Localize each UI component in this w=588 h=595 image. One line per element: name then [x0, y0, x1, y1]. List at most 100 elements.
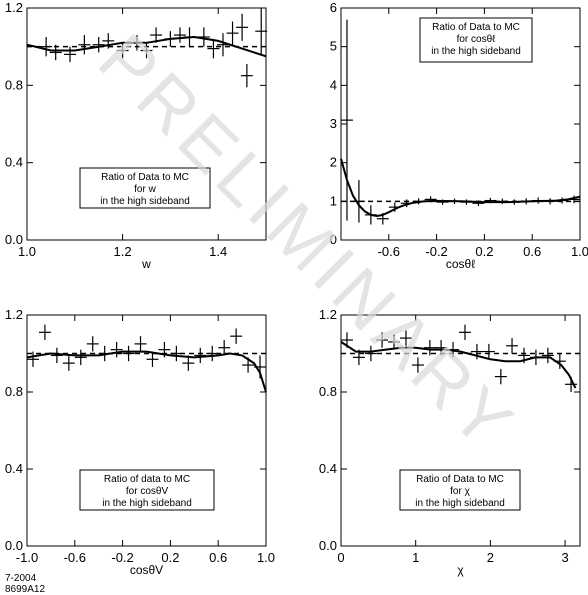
x-tick-label: -0.6: [378, 244, 400, 259]
y-tick-label: 0.0: [5, 538, 23, 553]
data-point: [206, 345, 219, 362]
annotation-line: in the high sideband: [100, 196, 190, 207]
data-point: [183, 27, 196, 47]
footer-code: 8699A12: [5, 584, 46, 595]
data-point: [388, 334, 401, 350]
data-point: [122, 345, 135, 362]
data-point: [218, 340, 231, 356]
y-tick-label: 0.0: [319, 538, 337, 553]
data-point: [207, 38, 220, 59]
data-point: [541, 347, 554, 364]
data-point: [341, 19, 353, 221]
data-point: [98, 345, 111, 362]
x-tick-label: 1.2: [114, 244, 132, 259]
data-point: [484, 197, 497, 204]
data-point: [170, 345, 183, 362]
data-point: [254, 355, 266, 379]
data-point: [388, 202, 401, 212]
data-point: [150, 27, 163, 43]
data-point: [173, 27, 186, 43]
data-point: [482, 343, 495, 360]
x-tick-label: 3: [561, 550, 568, 565]
y-tick-label: 0.4: [319, 461, 337, 476]
annotation-line: Ratio of data to MC: [104, 474, 190, 485]
x-tick-label: 2: [487, 550, 494, 565]
data-point: [400, 330, 412, 346]
data-point: [130, 35, 143, 51]
data-point: [364, 345, 377, 362]
annotation-line: for cosθV: [126, 486, 169, 497]
data-point: [217, 33, 229, 57]
watermark: PRELIMINARY: [83, 19, 530, 466]
data-point: [508, 199, 521, 205]
data-point: [158, 341, 171, 358]
data-point: [529, 349, 542, 366]
plot-frame: [340, 314, 581, 547]
data-point: [242, 357, 255, 373]
annotation-box: [79, 469, 215, 511]
x-tick-label: 1.0: [571, 244, 588, 259]
x-tick-label: 1.0: [257, 550, 275, 565]
annotation-line: for w: [134, 184, 156, 195]
y-tick-label: 0.4: [5, 461, 23, 476]
x-tick-label: 0.2: [475, 244, 493, 259]
data-point: [40, 37, 53, 57]
data-point: [460, 199, 473, 205]
data-point: [194, 347, 207, 364]
annotation-line: for χ: [450, 486, 470, 497]
data-point: [556, 197, 569, 204]
data-point: [496, 198, 509, 205]
annotation-line: in the high sideband: [102, 498, 192, 509]
x-tick-label: -0.2: [425, 244, 447, 259]
data-point: [544, 198, 557, 205]
fit-curve: [340, 158, 581, 218]
data-point: [78, 35, 91, 55]
y-tick-label: 4: [330, 77, 337, 92]
data-point: [236, 13, 249, 41]
fit-curve: [26, 350, 267, 393]
x-tick-label: 1: [412, 550, 419, 565]
data-point: [435, 340, 448, 356]
x-tick-label: -0.6: [64, 550, 86, 565]
data-point: [352, 180, 365, 223]
y-tick-label: 1.2: [5, 307, 23, 322]
fit-curve: [340, 341, 577, 389]
data-point: [532, 197, 545, 204]
x-tick-label: -0.2: [111, 550, 133, 565]
x-tick-label: 0.2: [161, 550, 179, 565]
data-point: [553, 353, 566, 369]
chart-panel-2: -0.6 -0.2 0.2 0.6 1.0 0 1 2 3 4 5 6 cosθℓ Ratio of Da…: [330, 0, 588, 271]
data-point: [255, 8, 268, 55]
x-tick-label: 1.0: [18, 244, 36, 259]
x-axis-label: w: [141, 257, 151, 271]
data-point: [568, 195, 580, 204]
y-tick-label: 1.2: [319, 307, 337, 322]
data-point: [197, 27, 210, 47]
plot-frame: [26, 314, 267, 547]
data-point: [134, 336, 147, 352]
data-point: [164, 31, 177, 47]
chart-panel-4: 0 1 2 3 0.0 0.4 0.8 1.2 χ Ratio of Data to MCfor …: [319, 307, 581, 577]
x-axis-label: cosθV: [130, 563, 163, 577]
x-tick-label: -1.0: [16, 550, 38, 565]
chart-panel-1: 1.0 1.2 1.4 0.0 0.4 0.8 1.2 w Ratio of Data to M…: [5, 0, 268, 271]
annotation-box: [79, 167, 211, 209]
x-tick-label: 0.6: [209, 550, 227, 565]
plot-frame: [26, 7, 267, 241]
annotation-box: [419, 17, 533, 63]
y-tick-label: 0: [330, 232, 337, 247]
data-point: [565, 376, 578, 392]
data-point: [146, 351, 159, 367]
x-tick-label: 1.4: [209, 244, 227, 259]
data-point: [447, 341, 460, 358]
data-point: [436, 199, 449, 205]
data-point: [448, 198, 461, 205]
data-point: [116, 42, 129, 59]
x-axis-label: χ: [457, 563, 464, 577]
data-point: [364, 205, 377, 225]
x-tick-label: 0: [337, 550, 344, 565]
chart-panel-3: -1.0 -0.6 -0.2 0.2 0.6 1.0 0.0 0.4 0.8 1.2 cosθV Ra…: [5, 307, 275, 577]
annotation-line: Ratio of Data to MC: [101, 172, 189, 183]
data-point: [230, 328, 243, 344]
x-axis-label: cosθℓ: [446, 257, 475, 271]
